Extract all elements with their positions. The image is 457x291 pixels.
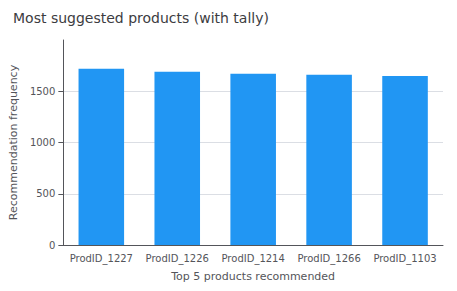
svg-text:0: 0 <box>49 240 55 251</box>
svg-text:Top 5 products recommended: Top 5 products recommended <box>170 270 335 283</box>
svg-text:1000: 1000 <box>30 137 55 148</box>
svg-text:ProdID_1103: ProdID_1103 <box>373 253 436 265</box>
svg-text:Recommendation frequency: Recommendation frequency <box>7 64 20 220</box>
svg-text:ProdID_1226: ProdID_1226 <box>146 253 209 265</box>
svg-text:ProdID_1227: ProdID_1227 <box>70 253 133 265</box>
svg-text:ProdID_1214: ProdID_1214 <box>222 253 285 265</box>
svg-text:ProdID_1266: ProdID_1266 <box>297 253 360 265</box>
svg-text:Most suggested products (with: Most suggested products (with tally) <box>13 10 269 26</box>
svg-text:1500: 1500 <box>30 86 55 97</box>
svg-text:500: 500 <box>36 188 55 199</box>
